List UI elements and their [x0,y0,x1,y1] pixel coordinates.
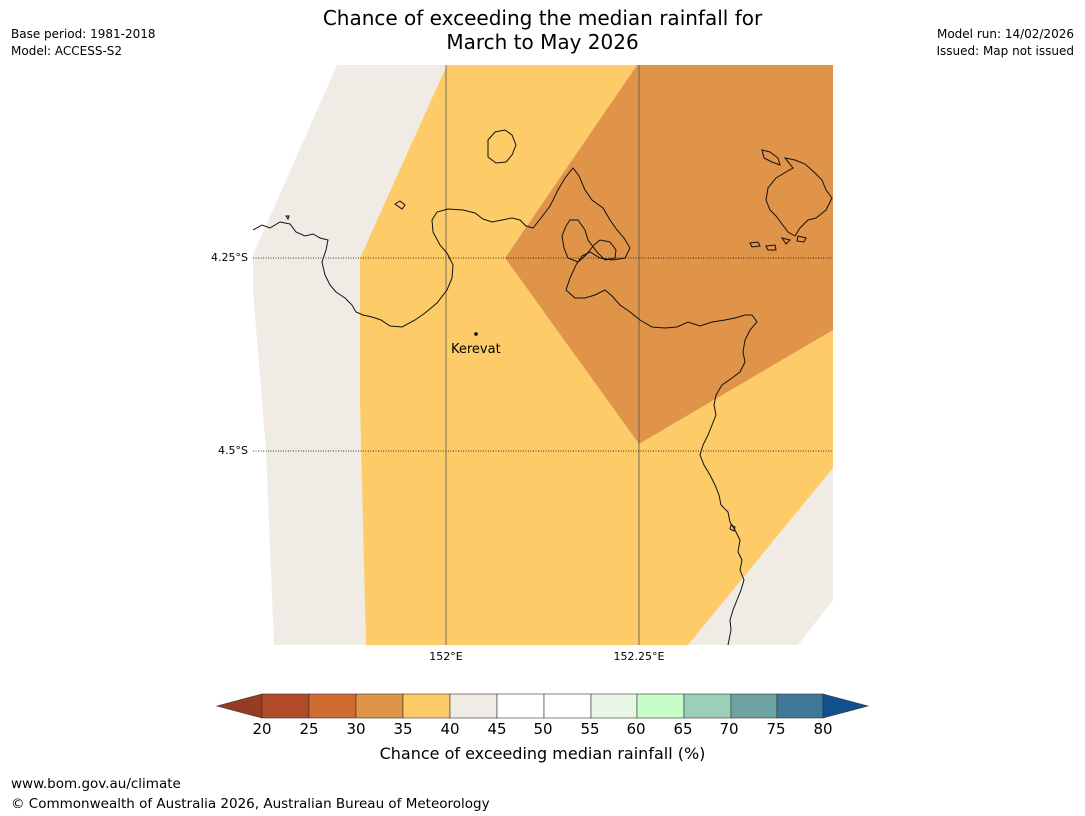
colorbar-tick: 50 [533,720,553,738]
colorbar-tick: 60 [626,720,646,738]
colorbar-tick: 70 [719,720,739,738]
region-35-40 [360,65,833,645]
colorbar-tick: 80 [813,720,833,738]
colorbar-tick: 65 [673,720,693,738]
coastline-inner-bay [561,219,617,263]
model-name: Model: ACCESS-S2 [11,44,123,58]
place-label-kerevat: Kerevat [451,342,501,357]
colorbar [215,693,870,719]
base-period: Base period: 1981-2018 [11,27,156,41]
lon-label-152-25E: 152.25°E [613,650,665,663]
colorbar-bin-20-25 [261,693,310,719]
colorbar-tick: 75 [766,720,786,738]
region-40-45-west [253,65,447,645]
colorbar-bin-75-80 [776,693,824,719]
region-30-35 [505,65,833,444]
colorbar-tick: 40 [440,720,460,738]
lat-label-4-5S: 4.5°S [218,444,248,457]
map-title: Chance of exceeding the median rainfall … [0,6,1085,54]
colorbar-bin-35-40 [402,693,451,719]
colorbar-label: Chance of exceeding median rainfall (%) [379,744,706,763]
colorbar-bin-60-65 [636,693,685,719]
island-small-2 [285,215,290,221]
colorbar-bin-25-30 [308,693,357,719]
issued-status: Issued: Map not issued [936,44,1074,58]
colorbar-bin-65-70 [683,693,732,719]
footer-copyright: © Commonwealth of Australia 2026, Austra… [11,796,490,812]
colorbar-over-arrow [822,693,870,719]
island-small-1 [394,200,406,210]
coastline-main [252,167,758,646]
title-line-2: March to May 2026 [446,30,639,54]
colorbar-bin-30-35 [355,693,404,719]
colorbar-bin-50-55 [543,693,592,719]
colorbar-tick: 55 [580,720,600,738]
colorbar-tick: 30 [346,720,366,738]
title-line-1: Chance of exceeding the median rainfall … [322,6,763,30]
islands-northeast [749,149,833,251]
islet-southeast [729,524,736,532]
lat-label-4-25S: 4.25°S [211,251,248,264]
coastline [252,129,833,646]
footer: www.bom.gov.au/climate © Commonwealth of… [11,774,490,814]
colorbar-bin-40-45 [449,693,498,719]
colorbar-bin-55-60 [590,693,638,719]
colorbar-tick: 20 [252,720,272,738]
meta-left: Base period: 1981-2018 Model: ACCESS-S2 [11,26,156,60]
colorbar-bin-70-75 [730,693,778,719]
footer-url[interactable]: www.bom.gov.au/climate [11,776,181,792]
island-north [487,129,517,164]
meta-right: Model run: 14/02/2026 Issued: Map not is… [936,26,1074,60]
colorbar-tick: 25 [299,720,319,738]
kerevat-marker [474,332,478,336]
colorbar-bin-45-50 [496,693,545,719]
colorbar-under-arrow [215,693,263,719]
lon-label-152E: 152°E [429,650,463,663]
colorbar-tick: 45 [487,720,507,738]
colorbar-tick: 35 [393,720,413,738]
model-run: Model run: 14/02/2026 [936,27,1074,41]
